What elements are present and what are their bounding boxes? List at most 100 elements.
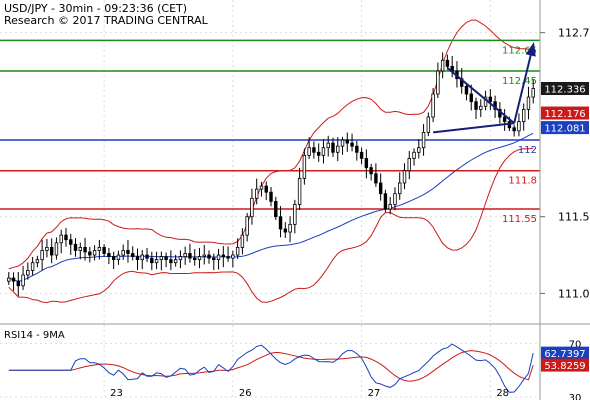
candle-body: [393, 193, 397, 205]
candle-body: [426, 116, 431, 133]
candle-body: [240, 234, 245, 248]
candle-body: [316, 151, 321, 156]
candle-body: [92, 250, 97, 256]
instrument-title: USD/JPY - 30min - 09:23:36 (CET): [4, 2, 188, 15]
rsi-tick-label: 30: [569, 393, 582, 400]
candles: [7, 52, 535, 297]
price-tag-label: 112.336: [544, 84, 585, 95]
candle-body: [350, 142, 354, 147]
candle-body: [197, 256, 202, 261]
breakout-arrow-shaft: [513, 44, 535, 124]
candle-body: [464, 85, 469, 95]
candle-body: [407, 158, 411, 172]
rsi-tag-box: [541, 358, 589, 372]
candle-body: [16, 280, 21, 287]
candle-body: [307, 147, 311, 156]
candle-body: [154, 259, 159, 264]
candle-body: [278, 216, 283, 230]
candle-body: [331, 142, 335, 153]
candle-body: [355, 145, 359, 153]
candle-body: [293, 204, 297, 225]
candle-body: [474, 101, 478, 110]
level-label: 112.45: [502, 76, 537, 87]
candle-body: [173, 259, 178, 264]
candle-body: [345, 139, 349, 144]
candle-body: [121, 250, 125, 256]
research-credit: Research © 2017 TRADING CENTRAL: [4, 14, 208, 27]
candle-body: [259, 185, 264, 190]
candle-body: [269, 191, 273, 202]
level-label: 113: [518, 0, 537, 3]
candle-body: [145, 254, 149, 259]
level-label: 112.65: [502, 45, 537, 56]
candle-body: [531, 88, 535, 98]
rsi-panel: [0, 342, 540, 398]
candle-body: [78, 246, 82, 251]
candle-body: [40, 250, 44, 261]
candle-body: [250, 197, 254, 218]
breakout-arrow-head: [525, 42, 536, 57]
candle-body: [45, 246, 49, 251]
candle-body: [207, 254, 211, 259]
candle-body: [11, 277, 16, 282]
candle-body: [359, 151, 364, 159]
candle-body: [502, 116, 507, 123]
price-tick-label: 112.7: [558, 27, 590, 40]
price-tag-box: [541, 81, 589, 95]
price-tick-label: 111.5: [558, 211, 590, 224]
time-axis: 23 26 27 28: [110, 388, 509, 399]
candle-body: [431, 93, 435, 118]
candle-body: [73, 243, 78, 251]
price-axis: 111.0 111.5 112.7 112.336 112.176 112.081 70 30…: [540, 27, 590, 400]
rsi-grid: [0, 342, 540, 398]
triangle-upper-line: [446, 67, 515, 124]
candle-body: [30, 262, 35, 271]
bollinger-upper: [8, 19, 534, 270]
triangle-lower-line: [432, 122, 515, 134]
rsi-title: RSI14 - 9MA: [4, 330, 65, 341]
candle-body: [59, 234, 63, 244]
candle-body: [49, 246, 54, 256]
candle-body: [188, 253, 192, 259]
candle-body: [398, 182, 402, 195]
candle-body: [283, 228, 288, 233]
candle-body: [135, 256, 140, 261]
candle-body: [512, 127, 516, 132]
rsi-tick-label: 70: [569, 339, 582, 350]
time-tick-label: 28: [496, 388, 509, 399]
rsi-tag-box: [541, 346, 589, 360]
candle-body: [288, 223, 292, 233]
candle-body: [526, 96, 531, 110]
candle-body: [488, 96, 493, 103]
candle-body: [302, 154, 307, 179]
candle-body: [421, 131, 426, 149]
candle-body: [102, 246, 106, 254]
level-label: 111.8: [508, 176, 537, 187]
candle-body: [64, 234, 68, 241]
price-tag-label: 112.176: [544, 109, 585, 120]
moving-average: [8, 132, 534, 283]
candle-body: [235, 246, 240, 256]
candle-body: [212, 257, 216, 261]
candle-body: [216, 254, 221, 261]
candle-body: [321, 147, 326, 156]
candle-body: [7, 277, 11, 282]
candle-body: [479, 105, 483, 110]
candle-body: [340, 139, 345, 147]
price-tag-box: [541, 121, 589, 135]
candle-body: [264, 185, 268, 193]
rsi-line: [8, 343, 534, 393]
level-label: 111.55: [502, 214, 537, 225]
candle-body: [440, 59, 445, 72]
rsi-tag-label: 62.7397: [544, 349, 585, 360]
candle-body: [231, 254, 235, 259]
candle-body: [364, 158, 369, 169]
candle-body: [245, 216, 249, 236]
time-tick-label: 26: [239, 388, 252, 399]
rsi-tag-label: 53.8259: [544, 361, 585, 372]
candle-body: [445, 59, 450, 67]
candle-body: [383, 193, 388, 210]
candle-body: [169, 259, 173, 264]
candle-body: [35, 259, 40, 264]
